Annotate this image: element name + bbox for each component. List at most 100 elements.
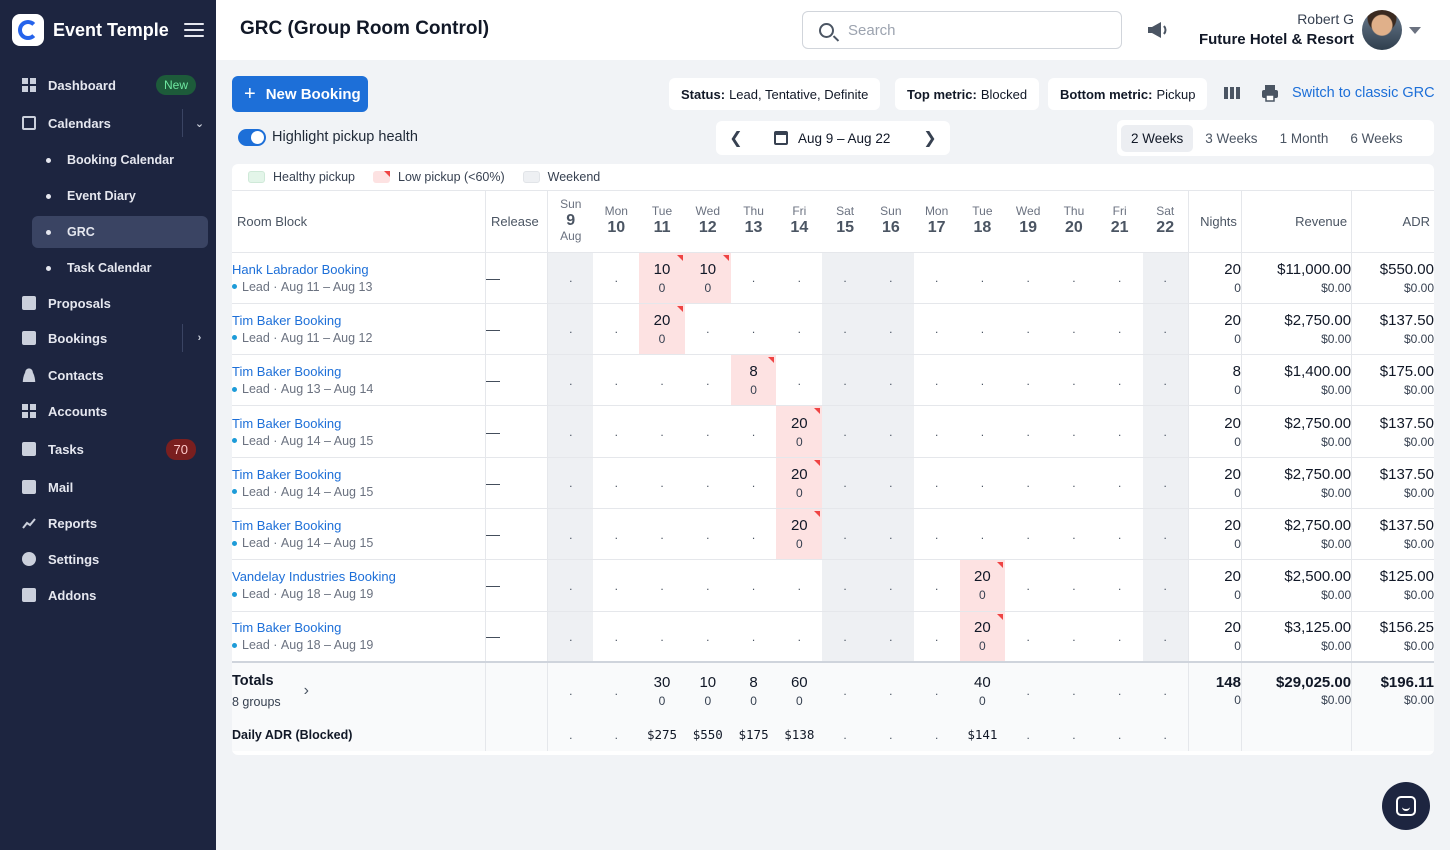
empty-day-cell: . bbox=[547, 661, 594, 719]
tab-1-month[interactable]: 1 Month bbox=[1279, 130, 1329, 146]
calendar-icon[interactable] bbox=[774, 131, 788, 145]
empty-day-cell: . bbox=[913, 611, 960, 663]
empty-marker: . bbox=[843, 629, 847, 644]
sidebar-item-booking-calendar[interactable]: Booking Calendar bbox=[32, 144, 208, 176]
chevron-down-icon[interactable]: ⌄ bbox=[182, 109, 216, 137]
hamburger-menu-icon[interactable] bbox=[184, 23, 204, 37]
booking-link[interactable]: Tim Baker Booking bbox=[232, 364, 342, 380]
low-swatch bbox=[373, 171, 390, 183]
chevron-left-icon[interactable]: ❮ bbox=[729, 130, 743, 147]
day-number: 9 bbox=[566, 212, 576, 230]
room-block-day-cell[interactable]: 20 0 bbox=[776, 508, 823, 561]
empty-day-cell: . bbox=[1051, 718, 1097, 752]
blocked-value: 20 bbox=[790, 465, 808, 483]
room-block-day-cell[interactable]: 10 0 bbox=[684, 252, 731, 304]
print-icon[interactable] bbox=[1261, 84, 1279, 102]
user-info[interactable]: Robert G Future Hotel & Resort bbox=[1199, 11, 1354, 48]
total-day-cell[interactable]: 30 0 bbox=[639, 661, 685, 719]
sidebar-item-calendars[interactable]: Calendars ⌄ bbox=[0, 105, 216, 141]
bottom-metric-value: Pickup bbox=[1156, 86, 1196, 102]
sidebar-item-grc[interactable]: GRC bbox=[32, 216, 208, 248]
sidebar-item-contacts[interactable]: Contacts bbox=[0, 357, 216, 393]
room-block-header[interactable]: Room Block bbox=[232, 191, 486, 253]
avatar[interactable] bbox=[1362, 10, 1402, 50]
switch-classic-grc-link[interactable]: Switch to classic GRC bbox=[1292, 85, 1435, 101]
new-booking-button[interactable]: + New Booking bbox=[232, 76, 368, 112]
empty-marker: . bbox=[569, 271, 573, 286]
empty-marker: . bbox=[569, 373, 573, 388]
chevron-right-icon[interactable]: ❯ bbox=[923, 130, 937, 147]
chevron-right-icon[interactable]: › bbox=[303, 681, 309, 699]
columns-icon[interactable] bbox=[1223, 84, 1241, 102]
daily-adr-cell: $141 bbox=[959, 718, 1006, 752]
empty-marker: . bbox=[614, 322, 618, 337]
tab-2-weeks[interactable]: 2 Weeks bbox=[1121, 124, 1194, 152]
booking-link[interactable]: Vandelay Industries Booking bbox=[232, 569, 396, 585]
sidebar-item-proposals[interactable]: Proposals bbox=[0, 285, 216, 321]
tab-3-weeks[interactable]: 3 Weeks bbox=[1205, 130, 1258, 146]
person-icon bbox=[22, 368, 36, 382]
room-block-day-cell[interactable]: 20 0 bbox=[776, 457, 823, 509]
room-block-day-cell[interactable]: 20 0 bbox=[639, 303, 685, 356]
empty-marker: . bbox=[934, 684, 939, 699]
room-block-day-cell[interactable]: 20 0 bbox=[776, 405, 823, 458]
sidebar-item-addons[interactable]: Addons bbox=[0, 577, 216, 613]
empty-day-cell: . bbox=[1142, 405, 1189, 458]
sidebar-item-bookings[interactable]: Bookings › bbox=[0, 320, 216, 356]
total-day-cell[interactable]: 40 0 bbox=[959, 661, 1006, 719]
nights-pickup: 0 bbox=[1234, 485, 1241, 500]
top-metric-chip[interactable]: Top metric: Blocked bbox=[895, 78, 1040, 110]
sidebar-item-tasks[interactable]: Tasks 70 bbox=[0, 431, 216, 467]
event-temple-logo-icon[interactable] bbox=[12, 14, 44, 46]
empty-marker: . bbox=[980, 271, 985, 286]
sidebar-item-event-diary[interactable]: Event Diary bbox=[32, 180, 208, 212]
booking-link[interactable]: Tim Baker Booking bbox=[232, 620, 342, 636]
sidebar-item-task-calendar[interactable]: Task Calendar bbox=[32, 252, 208, 284]
sidebar-item-accounts[interactable]: Accounts bbox=[0, 393, 216, 429]
room-block-day-cell[interactable]: 20 0 bbox=[959, 611, 1006, 663]
sidebar-item-settings[interactable]: Settings bbox=[0, 541, 216, 577]
megaphone-icon[interactable] bbox=[1146, 20, 1168, 40]
blocked-value: 40 bbox=[974, 673, 991, 691]
day-of-week: Wed bbox=[695, 204, 721, 219]
chat-icon bbox=[1396, 796, 1416, 816]
tab-6-weeks[interactable]: 6 Weeks bbox=[1350, 130, 1403, 146]
total-day-cell[interactable]: 10 0 bbox=[684, 661, 731, 719]
caret-down-icon[interactable] bbox=[1409, 27, 1421, 34]
sidebar-item-reports[interactable]: Reports bbox=[0, 505, 216, 541]
pickup-value: 0 bbox=[795, 537, 803, 552]
date-range[interactable]: Aug 9 – Aug 22 bbox=[798, 130, 891, 146]
highlight-pickup-toggle[interactable] bbox=[238, 129, 266, 146]
empty-day-cell: . bbox=[593, 405, 640, 458]
revenue-pickup: $0.00 bbox=[1321, 485, 1352, 500]
booking-link[interactable]: Tim Baker Booking bbox=[232, 466, 342, 482]
search-input[interactable] bbox=[848, 21, 1088, 39]
booking-link[interactable]: Hank Labrador Booking bbox=[232, 261, 369, 277]
nights-cell: 20 0 bbox=[1188, 405, 1242, 458]
chat-launcher-button[interactable] bbox=[1382, 782, 1430, 830]
sidebar-item-dashboard[interactable]: Dashboard New bbox=[0, 67, 216, 103]
empty-day-cell: . bbox=[1096, 457, 1143, 509]
table-row: Tim Baker Booking Lead · Aug 11 – Aug 12—… bbox=[232, 303, 1434, 356]
empty-marker: . bbox=[980, 373, 985, 388]
empty-day-cell: . bbox=[639, 354, 685, 407]
room-block-day-cell[interactable]: 10 0 bbox=[639, 252, 685, 304]
chevron-right-icon[interactable]: › bbox=[182, 324, 216, 352]
search-box[interactable] bbox=[802, 11, 1122, 49]
room-block-day-cell[interactable]: 20 0 bbox=[959, 559, 1006, 612]
booking-link[interactable]: Tim Baker Booking bbox=[232, 415, 342, 431]
empty-marker: . bbox=[706, 578, 710, 593]
empty-marker: . bbox=[1118, 728, 1122, 743]
status-filter-chip[interactable]: Status: Lead, Tentative, Definite bbox=[669, 78, 881, 110]
empty-day-cell: . bbox=[913, 508, 960, 561]
empty-marker: . bbox=[1163, 476, 1167, 491]
totals-label-cell[interactable]: Totals 8 groups › bbox=[232, 661, 486, 719]
booking-link[interactable]: Tim Baker Booking bbox=[232, 518, 342, 534]
status-dot-icon bbox=[232, 642, 237, 648]
total-day-cell[interactable]: 60 0 bbox=[776, 661, 823, 719]
bottom-metric-chip[interactable]: Bottom metric: Pickup bbox=[1048, 78, 1208, 110]
booking-link[interactable]: Tim Baker Booking bbox=[232, 312, 342, 328]
sidebar-item-mail[interactable]: Mail bbox=[0, 469, 216, 505]
